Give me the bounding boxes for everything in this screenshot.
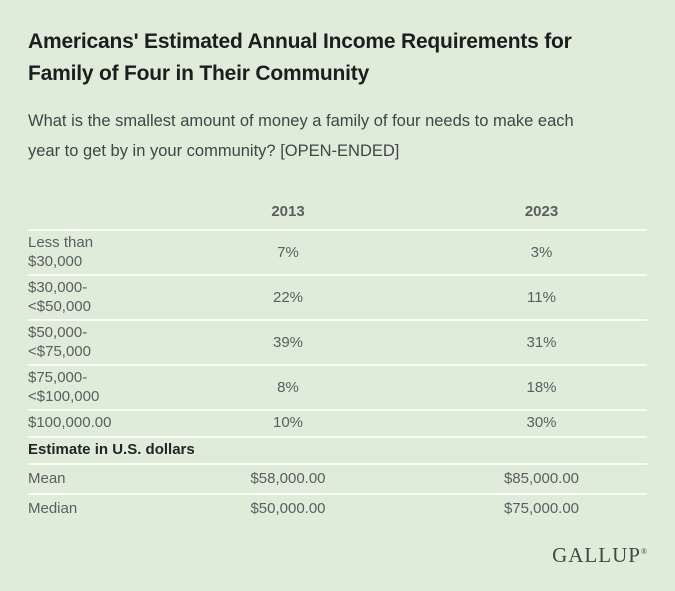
table-row-median: Median $50,000.00 $75,000.00 bbox=[28, 493, 647, 523]
table-row-mean: Mean $58,000.00 $85,000.00 bbox=[28, 463, 647, 493]
category-cell: $100,000.00 bbox=[28, 413, 140, 432]
value-2023-cell: 18% bbox=[526, 378, 557, 396]
column-header-2013: 2013 bbox=[271, 203, 305, 220]
page-title: Americans' Estimated Annual Income Requi… bbox=[28, 26, 647, 90]
table-row-50k-75k: $50,000- <$75,000 39% 31% bbox=[28, 319, 647, 364]
gallup-wordmark: GALLUP bbox=[552, 543, 641, 567]
value-2023-cell: 30% bbox=[526, 414, 557, 431]
question-line-1: What is the smallest amount of money a f… bbox=[28, 112, 574, 130]
gallup-logo: GALLUP® bbox=[28, 539, 647, 568]
category-line: <$100,000 bbox=[28, 388, 100, 405]
category-line: $30,000- bbox=[28, 279, 88, 296]
category-line: $100,000.00 bbox=[28, 414, 112, 431]
category-cell: Less than $30,000 bbox=[28, 233, 140, 271]
value-2013-cell: 7% bbox=[277, 243, 299, 261]
survey-question: What is the smallest amount of money a f… bbox=[28, 106, 647, 166]
value-2023-cell: 3% bbox=[530, 243, 553, 261]
table-header-row: 2013 2023 bbox=[28, 194, 647, 229]
value-2023-cell: 11% bbox=[527, 288, 556, 306]
value-2023-cell: $75,000.00 bbox=[503, 500, 580, 517]
column-header-2023: 2023 bbox=[524, 203, 559, 220]
value-2023-cell: 31% bbox=[526, 333, 557, 351]
title-line-2: Family of Four in Their Community bbox=[28, 62, 370, 85]
category-line: <$50,000 bbox=[28, 298, 91, 315]
category-cell: Mean bbox=[28, 470, 66, 487]
registered-trademark-icon: ® bbox=[640, 547, 647, 556]
income-table: 2013 2023 Less than $30,000 7% 3% $30,00… bbox=[28, 194, 647, 523]
value-2013-cell: 8% bbox=[277, 378, 299, 396]
value-2013-cell: 22% bbox=[272, 288, 304, 306]
category-cell: Median bbox=[28, 500, 78, 517]
category-cell: $30,000- <$50,000 bbox=[28, 278, 140, 316]
table-row-less-than-30k: Less than $30,000 7% 3% bbox=[28, 229, 647, 274]
category-cell: $75,000- <$100,000 bbox=[28, 368, 140, 406]
category-line: $50,000- bbox=[28, 324, 88, 341]
section-header-label: Estimate in U.S. dollars bbox=[28, 441, 195, 458]
question-line-2: year to get by in your community? [OPEN-… bbox=[28, 142, 400, 160]
value-2013-cell: $50,000.00 bbox=[250, 500, 326, 517]
value-2013-cell: 10% bbox=[272, 414, 304, 431]
value-2013-cell: 39% bbox=[272, 333, 304, 351]
title-line-1: Americans' Estimated Annual Income Requi… bbox=[28, 30, 572, 53]
value-2023-cell: $85,000.00 bbox=[503, 470, 580, 487]
value-2013-cell: $58,000.00 bbox=[250, 470, 326, 487]
table-row-100k: $100,000.00 10% 30% bbox=[28, 409, 647, 436]
category-line: $75,000- bbox=[28, 369, 88, 386]
category-line: Less than bbox=[28, 234, 94, 251]
category-line: $30,000 bbox=[28, 253, 83, 270]
table-row-30k-50k: $30,000- <$50,000 22% 11% bbox=[28, 274, 647, 319]
section-header-row: Estimate in U.S. dollars bbox=[28, 436, 647, 463]
category-cell: $50,000- <$75,000 bbox=[28, 323, 140, 361]
category-line: <$75,000 bbox=[28, 343, 91, 360]
table-row-75k-100k: $75,000- <$100,000 8% 18% bbox=[28, 364, 647, 409]
